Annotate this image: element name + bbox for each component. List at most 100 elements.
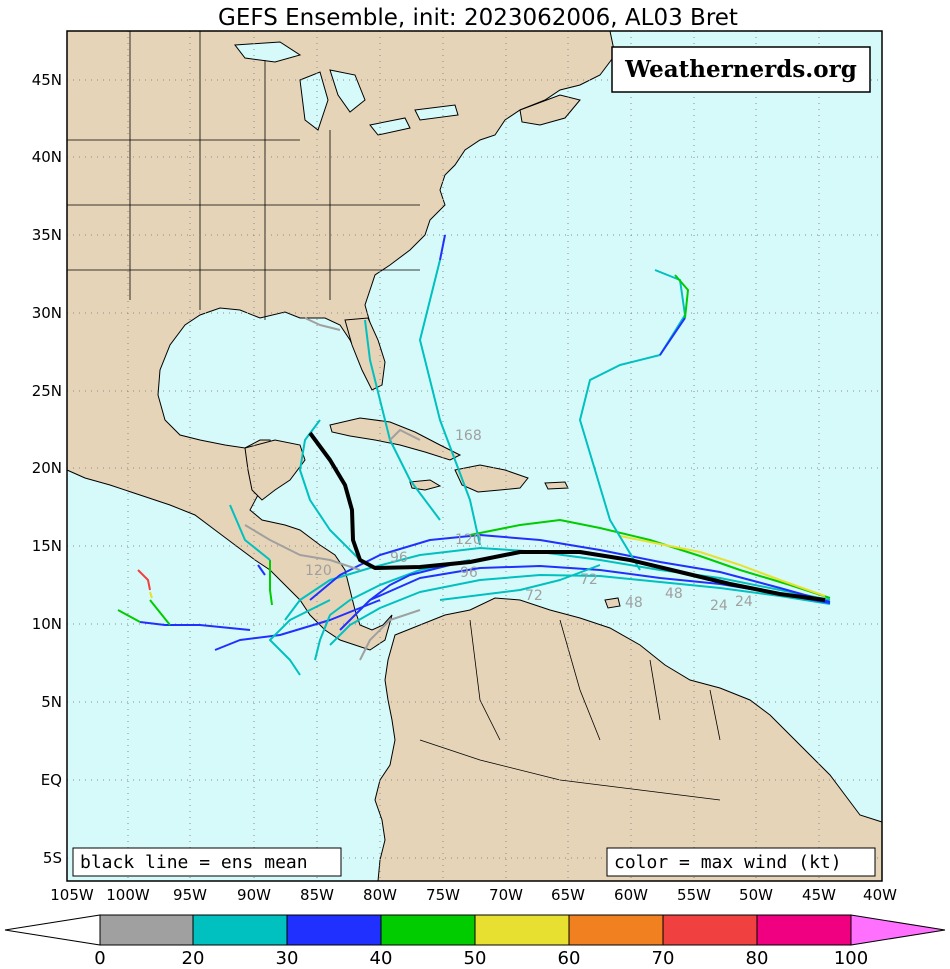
south-america bbox=[374, 597, 883, 882]
legend-mean-text: black line = ens mean bbox=[80, 852, 308, 873]
lon-label: 85W bbox=[300, 886, 334, 904]
lat-label: 20N bbox=[32, 459, 62, 477]
member-track bbox=[619, 535, 826, 597]
lat-label: 45N bbox=[32, 71, 62, 89]
colorbar-tick: 20 bbox=[182, 948, 205, 969]
lon-label: 60W bbox=[614, 886, 648, 904]
colorbar-tick: 50 bbox=[464, 948, 487, 969]
member-track bbox=[419, 259, 481, 546]
colorbar-segment bbox=[568, 914, 664, 946]
colorbar-tick: 30 bbox=[276, 948, 299, 969]
legend-wind-box: color = max wind (kt) bbox=[606, 847, 876, 877]
hour-label: 96 bbox=[390, 550, 408, 566]
member-track bbox=[269, 560, 273, 606]
lon-label: 80W bbox=[363, 886, 397, 904]
lat-label: 15N bbox=[32, 537, 62, 555]
colorbar-segment bbox=[286, 914, 382, 946]
colorbar-tick: 0 bbox=[94, 948, 105, 969]
colorbar-segment bbox=[756, 914, 852, 946]
member-track bbox=[257, 564, 266, 576]
lat-label: 35N bbox=[32, 226, 62, 244]
lon-label: 75W bbox=[426, 886, 460, 904]
member-track bbox=[439, 564, 601, 601]
lat-label: EQ bbox=[41, 771, 62, 789]
land bbox=[66, 30, 883, 882]
hour-label: 24 bbox=[735, 594, 753, 610]
member-track bbox=[137, 569, 151, 591]
member-track bbox=[389, 429, 421, 441]
lon-label: 55W bbox=[677, 886, 711, 904]
map-title: GEFS Ensemble, init: 2023062006, AL03 Br… bbox=[218, 5, 738, 31]
colorbar-segment bbox=[474, 914, 570, 946]
colorbar-segment bbox=[380, 914, 476, 946]
member-track bbox=[304, 317, 341, 331]
nova-scotia bbox=[519, 94, 581, 126]
lat-label: 10N bbox=[32, 615, 62, 633]
member-track bbox=[329, 574, 831, 646]
member-track bbox=[364, 319, 441, 521]
hour-label: 72 bbox=[580, 572, 598, 588]
colorbar-low-arrow bbox=[4, 914, 101, 946]
member-track bbox=[149, 599, 171, 626]
yucatan bbox=[244, 439, 306, 501]
colorbar-segment bbox=[192, 914, 288, 946]
legend-wind-text: color = max wind (kt) bbox=[614, 852, 842, 873]
lat-label: 30N bbox=[32, 304, 62, 322]
member-track bbox=[214, 599, 381, 651]
member-track bbox=[149, 591, 153, 599]
cuba bbox=[329, 417, 462, 461]
forecast-hour-labels: 72 48 48 24 24 96 72 120 168 96 120 bbox=[305, 428, 753, 614]
member-track bbox=[579, 269, 686, 571]
watermark-text: Weathernerds.org bbox=[624, 56, 857, 83]
hour-label: 48 bbox=[625, 595, 643, 611]
jamaica bbox=[409, 479, 442, 491]
hour-label: 24 bbox=[710, 598, 728, 614]
ensemble-tracks bbox=[117, 234, 831, 676]
watermark-box: Weathernerds.org bbox=[611, 46, 871, 93]
hispaniola bbox=[454, 464, 529, 493]
map-panel: 72 48 48 24 24 96 72 120 168 96 120 Weat… bbox=[66, 30, 883, 882]
legend-mean-box: black line = ens mean bbox=[72, 847, 342, 877]
colorbar-segment bbox=[662, 914, 758, 946]
colorbar-tick: 80 bbox=[746, 948, 769, 969]
map-border bbox=[66, 30, 883, 882]
hour-label: 72 bbox=[525, 588, 543, 604]
lon-label: 50W bbox=[739, 886, 773, 904]
florida bbox=[344, 317, 386, 391]
grid bbox=[67, 31, 882, 881]
north-america bbox=[66, 30, 616, 651]
lat-label: 5S bbox=[43, 849, 62, 867]
trinidad bbox=[604, 597, 621, 609]
member-track bbox=[469, 519, 831, 599]
lat-label: 5N bbox=[41, 693, 62, 711]
colorbar-high-arrow bbox=[850, 914, 946, 946]
lon-label: 95W bbox=[173, 886, 207, 904]
puerto-rico bbox=[544, 481, 569, 490]
lon-label: 65W bbox=[551, 886, 585, 904]
hour-label: 96 bbox=[460, 565, 478, 581]
colorbar-tick: 60 bbox=[558, 948, 581, 969]
lon-label: 105W bbox=[50, 886, 94, 904]
member-track bbox=[269, 599, 331, 676]
colorbar-tick: 40 bbox=[370, 948, 393, 969]
lat-label: 25N bbox=[32, 382, 62, 400]
longitude-labels: 105W 100W 95W 90W 85W 80W 75W 70W 65W 60… bbox=[50, 886, 897, 904]
colorbar-tick: 100 bbox=[834, 948, 868, 969]
lat-label: 40N bbox=[32, 148, 62, 166]
member-track bbox=[314, 559, 471, 661]
member-track bbox=[229, 504, 271, 561]
lon-label: 90W bbox=[237, 886, 271, 904]
hour-label: 168 bbox=[455, 428, 482, 444]
member-track bbox=[299, 419, 361, 561]
member-track bbox=[439, 234, 446, 261]
colorbar-segment bbox=[99, 914, 194, 946]
lon-label: 100W bbox=[106, 886, 150, 904]
member-track bbox=[117, 609, 141, 623]
colorbar-tick: 70 bbox=[652, 948, 675, 969]
member-track bbox=[659, 317, 686, 356]
colorbar: 0 20 30 40 50 60 70 80 100 bbox=[4, 914, 946, 969]
lon-label: 40W bbox=[863, 886, 897, 904]
member-track bbox=[674, 274, 689, 319]
ensemble-mean-track bbox=[308, 431, 826, 602]
member-track bbox=[139, 621, 251, 631]
